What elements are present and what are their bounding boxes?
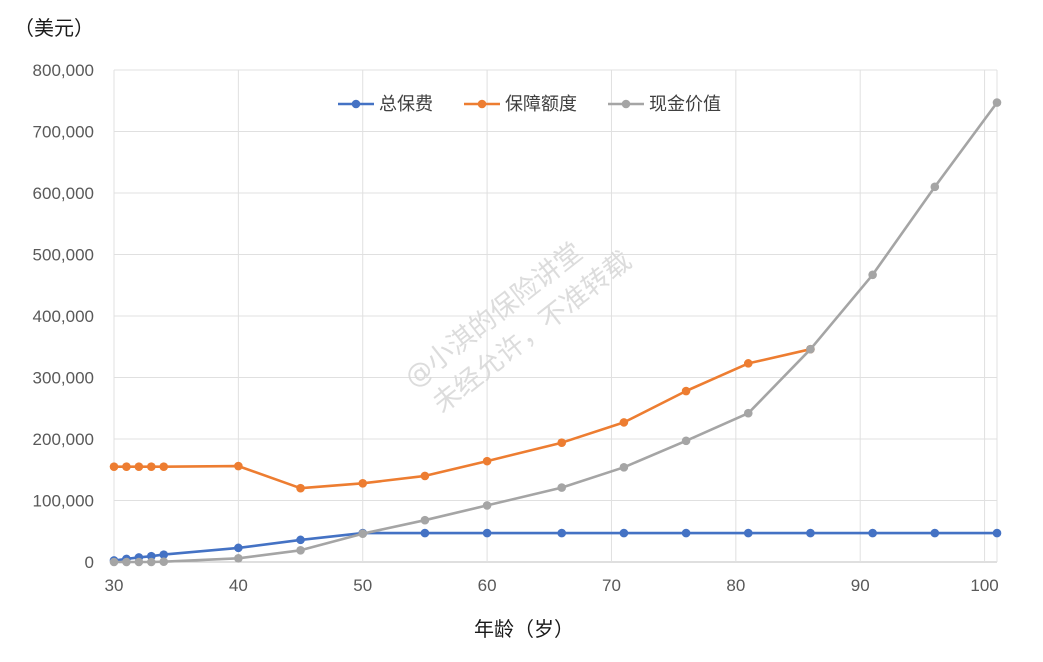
grid bbox=[113, 69, 998, 563]
legend-label: 总保费 bbox=[379, 94, 433, 115]
legend-swatch-marker bbox=[621, 99, 631, 109]
data-point bbox=[234, 543, 243, 553]
legend-item: 现金价值 bbox=[608, 94, 721, 115]
y-tick-label: 600,000 bbox=[33, 184, 94, 203]
x-axis-ticks: 30 40 50 60 70 80 90 100 bbox=[105, 576, 999, 595]
y-tick-label: 200,000 bbox=[33, 430, 94, 449]
data-point bbox=[806, 344, 815, 354]
data-point bbox=[681, 528, 691, 538]
x-tick-label: 70 bbox=[602, 576, 621, 595]
data-point bbox=[159, 550, 169, 559]
x-tick-label: 100 bbox=[970, 576, 998, 595]
data-point bbox=[296, 546, 305, 555]
x-tick-label: 60 bbox=[478, 576, 497, 595]
series-2 bbox=[109, 344, 815, 493]
data-point bbox=[122, 557, 131, 567]
x-tick-label: 30 bbox=[105, 576, 124, 595]
data-point bbox=[557, 528, 567, 538]
x-tick-label: 40 bbox=[229, 576, 248, 595]
data-point bbox=[420, 515, 430, 525]
legend: 总保费 保障额度 现金价值 bbox=[338, 94, 721, 115]
data-point bbox=[109, 557, 119, 567]
data-point bbox=[234, 461, 243, 471]
legend-swatch-marker bbox=[477, 99, 487, 109]
y-tick-label: 500,000 bbox=[33, 246, 94, 265]
x-axis-label: 年龄（岁） bbox=[474, 617, 574, 641]
y-tick-label: 0 bbox=[85, 553, 94, 572]
data-point bbox=[296, 535, 305, 545]
unit-label: （美元） bbox=[14, 16, 94, 40]
data-point bbox=[619, 418, 629, 427]
data-point bbox=[992, 98, 1002, 107]
data-point bbox=[868, 270, 877, 280]
data-point bbox=[806, 528, 815, 538]
data-point bbox=[420, 471, 430, 481]
data-point bbox=[482, 501, 492, 510]
data-point bbox=[122, 462, 131, 471]
data-point bbox=[619, 462, 629, 472]
data-point bbox=[743, 528, 753, 538]
data-point bbox=[557, 483, 567, 492]
data-point bbox=[159, 557, 169, 566]
legend-item: 保障额度 bbox=[464, 94, 577, 115]
data-point bbox=[147, 557, 156, 567]
series-1 bbox=[109, 528, 1002, 565]
x-tick-label: 90 bbox=[851, 576, 870, 595]
data-point bbox=[482, 528, 492, 538]
data-point bbox=[930, 182, 940, 192]
y-axis-ticks: 0 100,000 200,000 300,000 400,000 500,000 600,… bbox=[33, 61, 94, 572]
x-tick-label: 80 bbox=[726, 576, 745, 595]
data-point bbox=[743, 408, 753, 418]
data-point bbox=[358, 529, 368, 539]
data-point bbox=[743, 359, 753, 368]
y-tick-label: 700,000 bbox=[33, 123, 94, 142]
series-group bbox=[109, 98, 1002, 567]
legend-label: 保障额度 bbox=[505, 94, 577, 115]
legend-label: 现金价值 bbox=[649, 94, 721, 115]
data-point bbox=[134, 462, 144, 471]
legend-item: 总保费 bbox=[338, 94, 433, 115]
x-tick-label: 50 bbox=[353, 576, 372, 595]
data-point bbox=[681, 386, 691, 396]
data-point bbox=[420, 528, 430, 538]
data-point bbox=[557, 438, 567, 447]
series-3 bbox=[109, 98, 1002, 567]
data-point bbox=[296, 483, 305, 493]
data-point bbox=[159, 462, 169, 471]
y-tick-label: 400,000 bbox=[33, 307, 94, 326]
data-point bbox=[681, 436, 691, 446]
data-point bbox=[358, 478, 368, 488]
data-point bbox=[619, 528, 629, 538]
data-point bbox=[482, 456, 492, 466]
y-tick-label: 800,000 bbox=[33, 61, 94, 80]
data-point bbox=[234, 554, 243, 563]
legend-swatch-marker bbox=[351, 99, 361, 109]
data-point bbox=[134, 557, 144, 567]
data-point bbox=[992, 528, 1002, 538]
y-tick-label: 300,000 bbox=[33, 369, 94, 388]
data-point bbox=[147, 462, 156, 471]
y-tick-label: 100,000 bbox=[33, 492, 94, 511]
data-point bbox=[930, 528, 940, 538]
data-point bbox=[868, 528, 877, 538]
data-point bbox=[109, 462, 119, 471]
